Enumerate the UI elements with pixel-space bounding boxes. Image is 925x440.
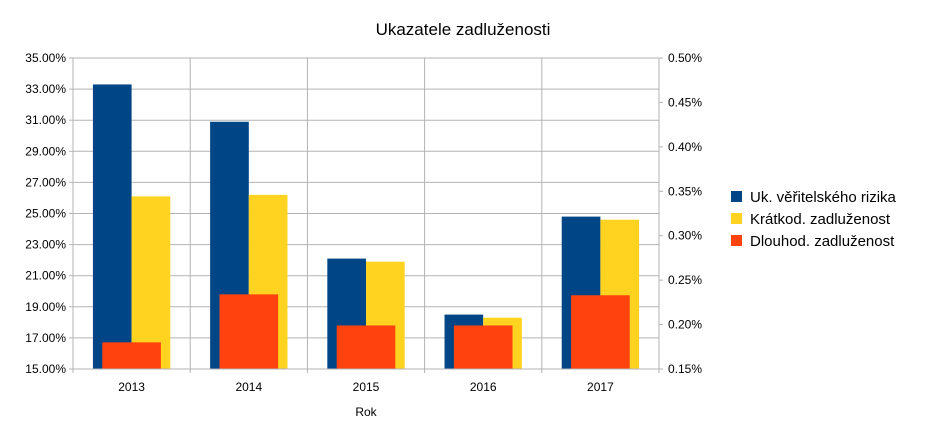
left-axis-ticks: 15.00% 17.00% 19.00% 21.00% 23.00% 25.00% 27.0… (25, 51, 66, 376)
x-tick-label: 2015 (353, 380, 380, 394)
left-tick-label: 21.00% (25, 269, 66, 283)
x-tick-label: 2013 (118, 380, 145, 394)
x-tick-label: 2017 (587, 380, 614, 394)
left-tick-label: 15.00% (25, 362, 66, 376)
left-tick-label: 31.00% (25, 113, 66, 127)
left-tick-label: 25.00% (25, 207, 66, 221)
x-axis-ticks: 2013 2014 2015 2016 2017 (118, 380, 614, 394)
bars (92, 84, 640, 369)
legend-swatch (731, 213, 742, 224)
legend-label: Uk. věřitelského rizika (750, 189, 897, 206)
left-tick-label: 19.00% (25, 300, 66, 314)
right-tick-label: 0.35% (668, 184, 702, 198)
x-tick-label: 2014 (235, 380, 262, 394)
left-tick-label: 29.00% (25, 144, 66, 158)
bar-dlouhod-zadluzenost (571, 295, 630, 369)
chart-title: Ukazatele zadluženosti (376, 20, 551, 39)
bar-dlouhod-zadluzenost (453, 325, 513, 369)
right-axis-ticks: 0.15% 0.20% 0.25% 0.30% 0.35% 0.40% 0.45% 0.50% (668, 51, 702, 376)
right-tick-label: 0.20% (668, 318, 702, 332)
legend-swatch (731, 235, 742, 246)
legend-label: Krátkod. zadluženost (750, 211, 891, 228)
bar-dlouhod-zadluzenost (219, 294, 279, 369)
left-tick-label: 17.00% (25, 331, 66, 345)
left-tick-label: 35.00% (25, 51, 66, 65)
legend-swatch (731, 191, 742, 202)
left-tick-label: 33.00% (25, 82, 66, 96)
legend: Uk. věřitelského rizika Krátkod. zadlužen… (731, 189, 897, 250)
right-tick-label: 0.30% (668, 229, 702, 243)
bar-kratkod-zadluzenost (131, 196, 171, 369)
bar-uk-veritelskeho-rizika (92, 84, 132, 369)
right-tick-label: 0.50% (668, 51, 702, 65)
legend-label: Dlouhod. zadluženost (750, 233, 895, 250)
bar-dlouhod-zadluzenost (102, 342, 161, 369)
right-tick-label: 0.25% (668, 273, 702, 287)
bar-dlouhod-zadluzenost (336, 325, 396, 369)
right-tick-label: 0.45% (668, 95, 702, 109)
right-tick-label: 0.40% (668, 140, 702, 154)
x-axis-title: Rok (355, 405, 377, 419)
left-tick-label: 23.00% (25, 238, 66, 252)
left-tick-label: 27.00% (25, 175, 66, 189)
axes (69, 57, 663, 373)
x-tick-label: 2016 (470, 380, 497, 394)
right-tick-label: 0.15% (668, 362, 702, 376)
